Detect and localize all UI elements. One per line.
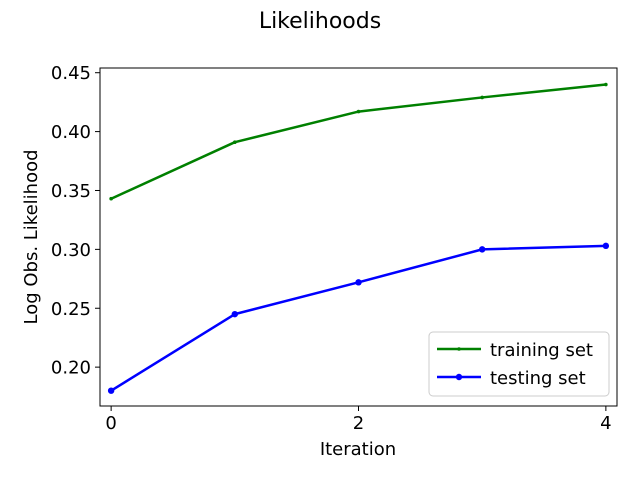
data-point-training-set [233,140,237,144]
legend-label-testing: testing set [490,368,586,389]
data-point-testing-set [231,310,239,318]
plot-frame [99,67,618,407]
data-point-training-set [480,95,484,100]
series-line-training-set [110,83,606,200]
y-tick-label: 0.30 [51,240,91,261]
data-point-testing-set [355,279,362,286]
x-tick-label: 0 [105,413,116,434]
y-tick-label: 0.35 [51,181,91,202]
data-point-training-set [604,82,608,87]
legend: training set testing set [428,331,610,397]
data-point-testing-set [478,246,486,253]
data-point-training-set [109,196,113,201]
y-tick-label: 0.40 [51,122,91,143]
legend-marker-training [457,347,461,351]
y-tick-label: 0.20 [51,358,91,379]
y-axis-label: Log Obs. Likelihood [21,149,42,324]
x-axis-label: Iteration [320,439,396,460]
legend-label-training: training set [490,340,593,361]
series-layer [107,82,610,394]
y-tick-label: 0.25 [51,299,91,320]
x-tick-label: 4 [600,413,611,434]
y-tick-label: 0.45 [51,63,91,84]
x-tick-label: 2 [353,413,364,434]
data-point-testing-set [107,387,115,394]
data-point-training-set [356,109,361,114]
data-point-testing-set [602,242,610,250]
ticks-layer: 0 2 4 0.20 0.25 0.30 0.35 0.40 0.45 [51,63,612,434]
chart-title: Likelihoods [259,9,381,34]
legend-marker-testing [455,373,463,381]
